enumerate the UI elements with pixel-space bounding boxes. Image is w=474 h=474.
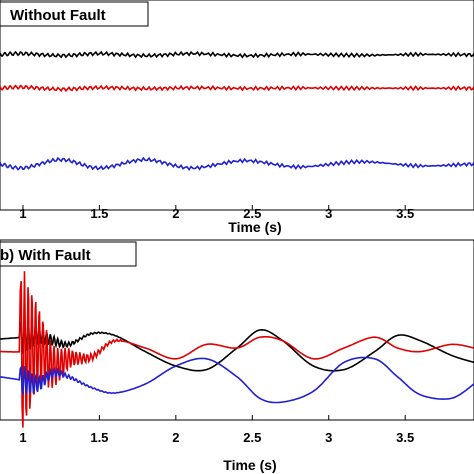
series-line (0, 356, 474, 404)
x-axis-label-top: Time (s) (228, 219, 281, 235)
x-tick-label: 2.5 (243, 430, 261, 445)
series-line (0, 271, 474, 428)
panel-title-top: Without Fault (10, 7, 106, 24)
x-tick-label: 3 (325, 206, 332, 221)
series-lines-bottom (0, 271, 474, 428)
series-lines-top (0, 50, 474, 171)
series-line (0, 84, 474, 93)
title-box-bottom (0, 241, 137, 267)
x-tick-label: 3.5 (396, 430, 414, 445)
panel-without-fault: Without Fault 1 1.5 2 2.5 3 3.5 Time (s) (0, 0, 474, 235)
x-tick-label: 3.5 (396, 206, 414, 221)
x-tick-label: 2 (172, 206, 179, 221)
x-tick-label: 1.5 (90, 430, 108, 445)
series-line (0, 156, 474, 171)
axes-frame-bottom (0, 239, 474, 421)
x-tick-label: 3 (325, 430, 332, 445)
panel-with-fault: b) With Fault 1 1.5 2 2.5 3 3.5 Time (s) (0, 239, 474, 473)
x-tick-label: 2 (172, 430, 179, 445)
series-line (0, 50, 474, 59)
x-tick-label: 2.5 (243, 206, 261, 221)
panel-title-bottom: b) With Fault (0, 247, 91, 264)
x-tick-label: 1.5 (90, 206, 108, 221)
axes-frame-top (0, 0, 474, 211)
x-axis-label-bottom: Time (s) (223, 457, 276, 473)
series-line (0, 319, 474, 372)
x-tick-label: 1 (19, 206, 26, 221)
x-ticks-top: 1 1.5 2 2.5 3 3.5 (19, 205, 414, 221)
title-box-top (0, 1, 149, 27)
x-tick-label: 1 (19, 430, 26, 445)
x-ticks-bottom: 1 1.5 2 2.5 3 3.5 (19, 415, 414, 445)
